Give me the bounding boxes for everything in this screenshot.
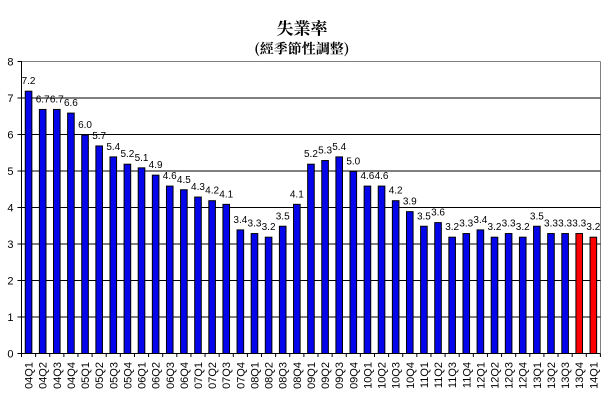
svg-text:06Q1: 06Q1 bbox=[137, 362, 149, 389]
svg-text:09Q4: 09Q4 bbox=[348, 362, 360, 389]
svg-text:4.3: 4.3 bbox=[191, 182, 205, 193]
svg-text:6.7: 6.7 bbox=[36, 94, 50, 105]
svg-text:5.7: 5.7 bbox=[92, 131, 106, 142]
svg-text:5: 5 bbox=[7, 166, 13, 178]
svg-text:4.2: 4.2 bbox=[205, 186, 219, 197]
svg-text:3.2: 3.2 bbox=[516, 222, 530, 233]
svg-text:3.5: 3.5 bbox=[530, 211, 544, 222]
svg-text:2: 2 bbox=[7, 275, 13, 287]
svg-text:3.3: 3.3 bbox=[558, 219, 572, 230]
svg-text:3.3: 3.3 bbox=[544, 219, 558, 230]
svg-text:08Q1: 08Q1 bbox=[249, 362, 261, 389]
svg-text:5.2: 5.2 bbox=[120, 149, 134, 160]
svg-text:3.9: 3.9 bbox=[403, 197, 417, 208]
svg-text:12Q1: 12Q1 bbox=[475, 362, 487, 389]
svg-text:09Q1: 09Q1 bbox=[306, 362, 318, 389]
svg-text:04Q4: 04Q4 bbox=[66, 362, 78, 389]
svg-text:06Q4: 06Q4 bbox=[179, 362, 191, 389]
svg-text:4.1: 4.1 bbox=[290, 189, 304, 200]
svg-text:05Q2: 05Q2 bbox=[94, 362, 106, 389]
svg-text:8: 8 bbox=[7, 56, 13, 68]
svg-text:1: 1 bbox=[7, 312, 13, 324]
svg-text:4.6: 4.6 bbox=[163, 171, 177, 182]
svg-text:04Q3: 04Q3 bbox=[52, 362, 64, 389]
svg-text:7: 7 bbox=[7, 93, 13, 105]
svg-text:4.1: 4.1 bbox=[219, 189, 233, 200]
svg-text:04Q2: 04Q2 bbox=[38, 362, 50, 389]
svg-text:4.6: 4.6 bbox=[360, 171, 374, 182]
svg-text:4.2: 4.2 bbox=[389, 186, 403, 197]
svg-text:13Q4: 13Q4 bbox=[574, 362, 586, 389]
svg-text:3.3: 3.3 bbox=[459, 219, 473, 230]
svg-text:09Q3: 09Q3 bbox=[334, 362, 346, 389]
svg-text:14Q1: 14Q1 bbox=[588, 362, 600, 389]
svg-text:13Q3: 13Q3 bbox=[560, 362, 572, 389]
svg-text:4.5: 4.5 bbox=[177, 175, 191, 186]
svg-text:5.4: 5.4 bbox=[332, 142, 346, 153]
svg-text:13Q2: 13Q2 bbox=[546, 362, 558, 389]
svg-text:10Q4: 10Q4 bbox=[405, 362, 417, 389]
svg-text:07Q2: 07Q2 bbox=[207, 362, 219, 389]
svg-text:07Q3: 07Q3 bbox=[221, 362, 233, 389]
svg-text:6.6: 6.6 bbox=[64, 98, 78, 109]
svg-text:3.2: 3.2 bbox=[488, 222, 502, 233]
svg-text:04Q1: 04Q1 bbox=[24, 362, 36, 389]
svg-text:07Q1: 07Q1 bbox=[193, 362, 205, 389]
svg-text:3.4: 3.4 bbox=[473, 215, 487, 226]
svg-text:6.0: 6.0 bbox=[78, 120, 92, 131]
svg-text:07Q4: 07Q4 bbox=[235, 362, 247, 389]
svg-text:5.3: 5.3 bbox=[318, 146, 332, 157]
svg-text:5.0: 5.0 bbox=[346, 157, 360, 168]
svg-text:10Q3: 10Q3 bbox=[391, 362, 403, 389]
svg-text:3.3: 3.3 bbox=[572, 219, 586, 230]
svg-text:08Q3: 08Q3 bbox=[278, 362, 290, 389]
svg-text:5.4: 5.4 bbox=[106, 142, 120, 153]
svg-text:0: 0 bbox=[7, 348, 13, 360]
svg-text:05Q1: 05Q1 bbox=[80, 362, 92, 389]
svg-text:3.5: 3.5 bbox=[276, 211, 290, 222]
svg-text:6: 6 bbox=[7, 129, 13, 141]
svg-text:3.5: 3.5 bbox=[417, 211, 431, 222]
svg-text:05Q3: 05Q3 bbox=[108, 362, 120, 389]
svg-text:6.7: 6.7 bbox=[50, 94, 64, 105]
svg-text:3.4: 3.4 bbox=[233, 215, 247, 226]
svg-text:12Q2: 12Q2 bbox=[490, 362, 502, 389]
svg-text:13Q1: 13Q1 bbox=[532, 362, 544, 389]
svg-text:11Q4: 11Q4 bbox=[461, 362, 473, 388]
svg-text:4.9: 4.9 bbox=[149, 160, 163, 171]
svg-text:11Q1: 11Q1 bbox=[419, 362, 431, 388]
svg-text:3.3: 3.3 bbox=[248, 219, 262, 230]
svg-text:3.2: 3.2 bbox=[586, 222, 600, 233]
svg-text:06Q2: 06Q2 bbox=[151, 362, 163, 389]
svg-text:4: 4 bbox=[7, 202, 13, 214]
svg-text:7.2: 7.2 bbox=[22, 76, 36, 87]
svg-text:12Q4: 12Q4 bbox=[518, 362, 530, 389]
svg-text:10Q2: 10Q2 bbox=[377, 362, 389, 389]
svg-text:09Q2: 09Q2 bbox=[320, 362, 332, 389]
svg-text:3.2: 3.2 bbox=[262, 222, 276, 233]
svg-text:3.6: 3.6 bbox=[431, 208, 445, 219]
svg-text:3.3: 3.3 bbox=[502, 219, 516, 230]
svg-text:08Q4: 08Q4 bbox=[292, 362, 304, 389]
svg-text:3.2: 3.2 bbox=[445, 222, 459, 233]
svg-text:08Q2: 08Q2 bbox=[264, 362, 276, 389]
svg-text:4.6: 4.6 bbox=[375, 171, 389, 182]
svg-text:11Q3: 11Q3 bbox=[447, 362, 459, 388]
svg-text:11Q2: 11Q2 bbox=[433, 362, 445, 388]
svg-text:12Q3: 12Q3 bbox=[504, 362, 516, 389]
svg-text:06Q3: 06Q3 bbox=[165, 362, 177, 389]
svg-text:3: 3 bbox=[7, 239, 13, 251]
svg-text:5.2: 5.2 bbox=[304, 149, 318, 160]
svg-text:5.1: 5.1 bbox=[135, 153, 149, 164]
svg-text:05Q4: 05Q4 bbox=[122, 362, 134, 389]
svg-text:10Q1: 10Q1 bbox=[362, 362, 374, 389]
